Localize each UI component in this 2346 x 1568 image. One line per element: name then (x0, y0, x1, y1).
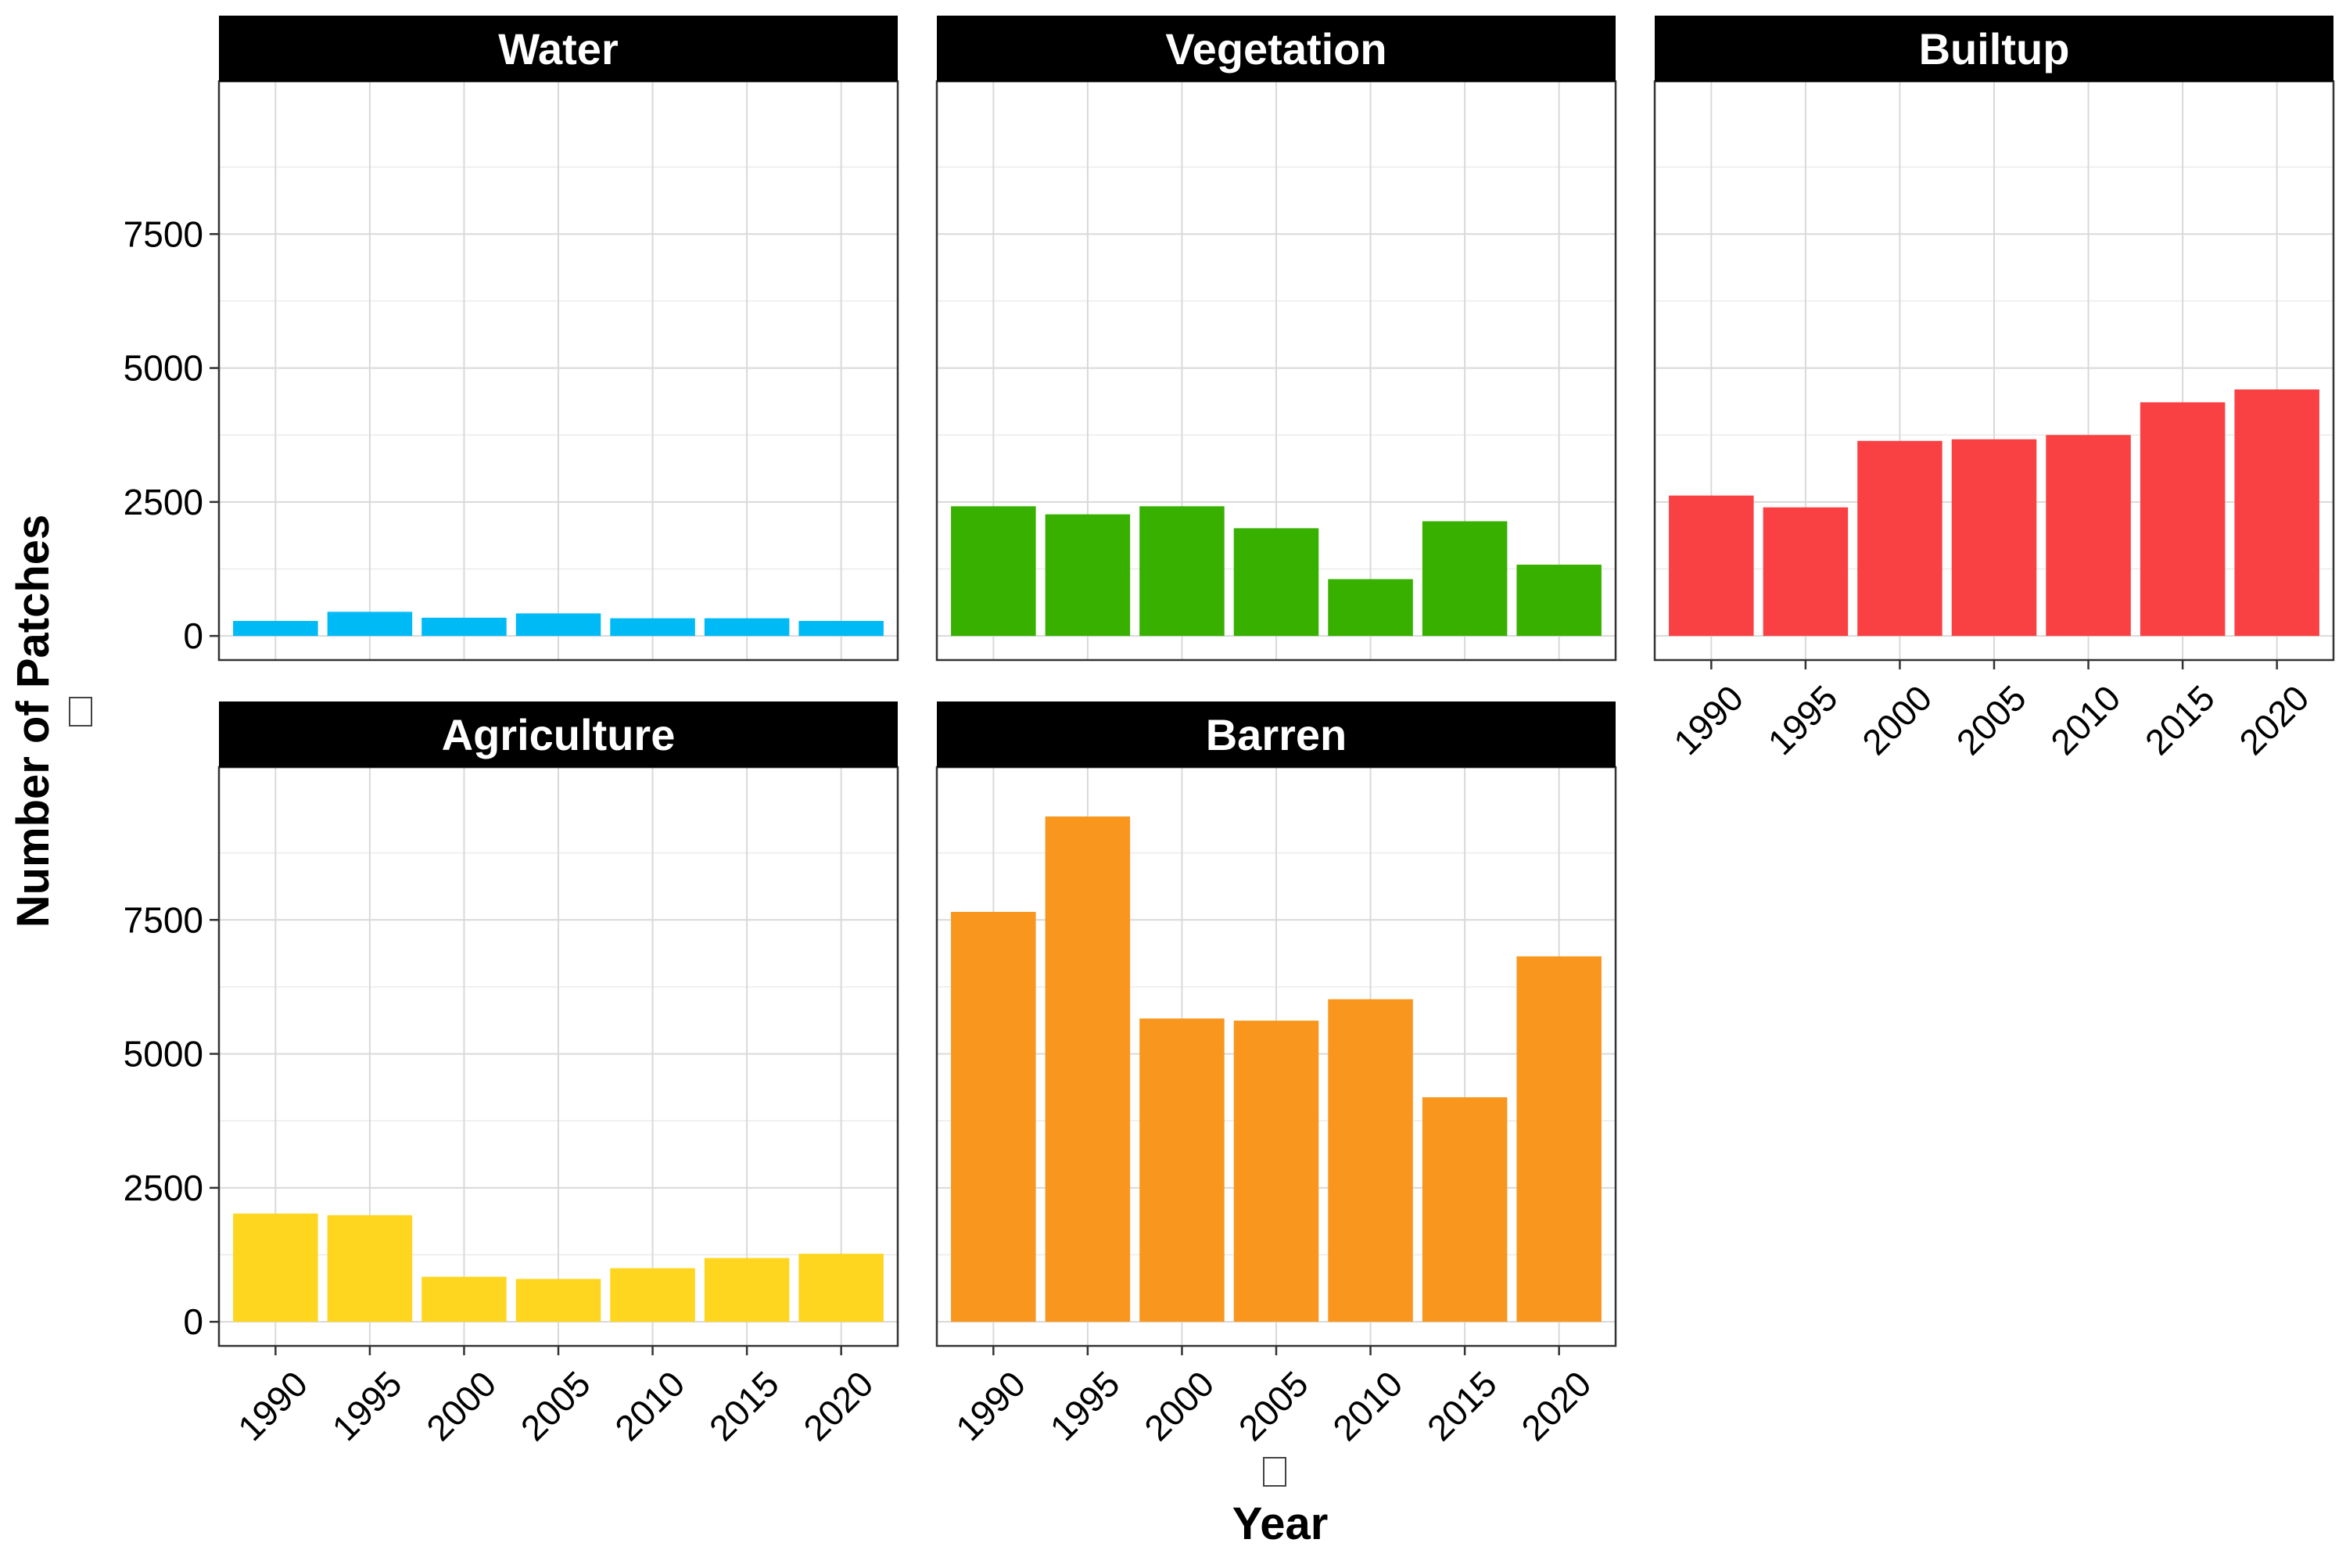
bar-vegetation-1995 (1045, 514, 1131, 637)
x-tick-label: 2005 (1949, 677, 2034, 762)
x-tick-label: 2005 (1231, 1363, 1316, 1448)
y-axis-title: Number of Patches (8, 515, 59, 928)
bar-vegetation-2005 (1233, 528, 1319, 637)
x-tick-label: 2015 (2137, 677, 2222, 762)
bar-barren-2020 (1516, 956, 1602, 1322)
bar-builtup-1995 (1763, 507, 1849, 637)
bar-agriculture-2015 (704, 1258, 790, 1322)
x-tick-label: 1995 (325, 1363, 410, 1448)
bar-water-2015 (704, 618, 790, 637)
x-axis-title: Year (1232, 1498, 1329, 1549)
bar-barren-2010 (1328, 999, 1413, 1322)
x-tick-label: 1995 (1042, 1363, 1128, 1448)
bar-builtup-2015 (2140, 402, 2226, 637)
panel-water: Water 0 2500 5000 7500 (124, 16, 899, 662)
bar-water-2020 (798, 620, 884, 637)
y-tick-label: 2500 (124, 1168, 203, 1208)
x-tick-label: 2020 (2231, 677, 2316, 762)
x-tick-label: 2005 (513, 1363, 598, 1448)
y-tick-label: 0 (183, 615, 203, 656)
bar-agriculture-1990 (233, 1213, 318, 1322)
y-tick-label: 5000 (124, 348, 203, 389)
x-tick-label: 2015 (701, 1363, 787, 1448)
x-tick-label: 2020 (1513, 1363, 1598, 1448)
x-tick-label: 2010 (607, 1363, 692, 1448)
strip-builtup (1655, 16, 2333, 81)
y-tick-label: 0 (183, 1301, 203, 1342)
strip-label-barren: Barren (1206, 710, 1347, 759)
bar-water-2000 (421, 617, 507, 637)
bar-builtup-1990 (1669, 495, 1754, 637)
strip-label-agriculture: Agriculture (442, 710, 676, 759)
bar-barren-1990 (951, 912, 1036, 1322)
x-tick-label: 2000 (1854, 677, 1939, 762)
x-tick-label: 2015 (1419, 1363, 1505, 1448)
strip-barren (937, 701, 1616, 767)
bar-builtup-2010 (2046, 435, 2131, 637)
strip-agriculture (219, 701, 898, 767)
bar-water-1995 (327, 612, 413, 637)
bar-agriculture-1995 (327, 1215, 413, 1322)
bar-agriculture-2010 (610, 1268, 695, 1322)
panel-builtup: Builtup 1990 1995 2000 2005 2010 2015 2020 (1653, 16, 2335, 762)
bar-vegetation-1990 (951, 506, 1036, 637)
strip-label-water: Water (498, 24, 619, 74)
bar-agriculture-2005 (515, 1279, 601, 1322)
bar-barren-2015 (1422, 1097, 1508, 1322)
x-tick-label: 2000 (418, 1363, 504, 1448)
x-tick-label: 1990 (230, 1363, 315, 1448)
bar-water-1990 (233, 620, 318, 637)
bar-agriculture-2000 (421, 1276, 507, 1322)
strip-vegetation (937, 16, 1616, 81)
x-tick-label: 2010 (1325, 1363, 1410, 1448)
strip-label-builtup: Builtup (1919, 24, 2070, 74)
strip-label-vegetation: Vegetation (1165, 24, 1386, 74)
y-tick-label: 7500 (124, 213, 203, 254)
y-tick-label: 5000 (124, 1034, 203, 1075)
panel-barren: Barren 1990 1995 2000 2005 2010 2015 2020 (935, 701, 1617, 1448)
x-tick-label: 2020 (795, 1363, 881, 1448)
bar-barren-1995 (1045, 816, 1131, 1322)
bar-builtup-2020 (2234, 389, 2319, 637)
bar-water-2010 (610, 618, 695, 637)
bar-builtup-2005 (1951, 439, 2037, 637)
bar-barren-2005 (1233, 1021, 1319, 1322)
panel-vegetation: Vegetation (935, 16, 1617, 662)
bar-barren-2000 (1139, 1018, 1225, 1322)
y-title-placeholder-glyph (69, 697, 92, 727)
strip-water (219, 16, 898, 81)
bar-vegetation-2015 (1422, 521, 1508, 637)
bar-vegetation-2000 (1139, 506, 1225, 637)
x-tick-label: 1990 (948, 1363, 1033, 1448)
x-title-placeholder-glyph (1263, 1457, 1286, 1487)
x-tick-label: 1990 (1666, 677, 1751, 762)
bar-agriculture-2020 (798, 1254, 884, 1322)
x-tick-label: 2000 (1136, 1363, 1221, 1448)
y-tick-label: 2500 (124, 482, 203, 522)
x-tick-label: 1995 (1760, 677, 1846, 762)
panel-agriculture: Agriculture 0 2500 5000 7500 1990 1995 2000 2005… (124, 701, 899, 1448)
x-tick-label: 2010 (2043, 677, 2128, 762)
y-tick-label: 7500 (124, 899, 203, 940)
bar-builtup-2000 (1857, 440, 1942, 637)
bar-vegetation-2010 (1328, 579, 1413, 637)
bar-vegetation-2020 (1516, 565, 1602, 637)
bar-water-2005 (515, 613, 601, 637)
